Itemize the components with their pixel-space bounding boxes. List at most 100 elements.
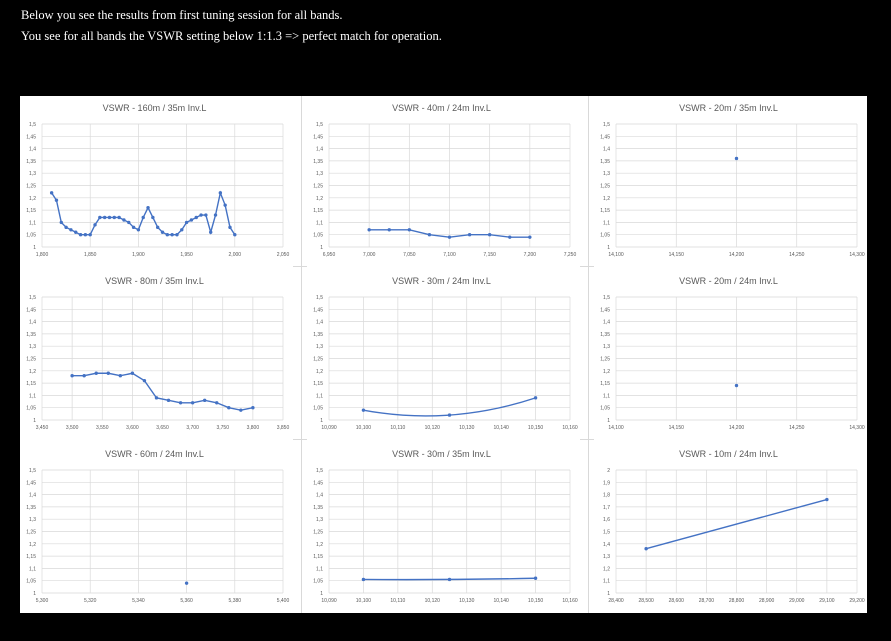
x-tick-label: 1,800	[36, 252, 49, 258]
y-tick-label: 1,15	[26, 208, 36, 214]
x-tick-label: 3,450	[36, 425, 49, 431]
x-tick-label: 7,050	[403, 252, 416, 258]
data-point	[361, 577, 366, 582]
y-tick-label: 1,4	[316, 320, 323, 326]
x-tick-label: 5,300	[36, 598, 49, 604]
x-tick-label: 3,600	[126, 425, 139, 431]
data-point	[165, 233, 170, 237]
y-tick-label: 1,25	[600, 184, 610, 190]
chart-panel: VSWR - 60m / 24m Inv.L 1 1,05 1,1 1,15 1,2 1,2…	[20, 442, 293, 613]
y-tick-label: 1,05	[600, 406, 610, 412]
data-point	[533, 396, 538, 400]
y-tick-label: 1	[320, 245, 323, 251]
x-tick-label: 28,500	[638, 598, 654, 604]
data-point	[251, 406, 255, 410]
x-tick-label: 10,160	[562, 425, 578, 431]
data-point	[98, 215, 102, 220]
chart-svg: VSWR - 80m / 35m Inv.L 1 1,05 1,1 1,15 1,2 1,2…	[26, 276, 289, 431]
chart-title: VSWR - 40m / 24m Inv.L	[392, 103, 491, 113]
y-tick-label: 1,2	[316, 369, 323, 375]
chart-title: VSWR - 80m / 35m Inv.L	[105, 276, 204, 286]
chart-svg: VSWR - 10m / 24m Inv.L 1 1,1 1,2 1,3 1,4 1,5 1,…	[603, 449, 865, 604]
chart-panel: VSWR - 30m / 24m Inv.L 1 1,05 1,1 1,15 1,2 1,2…	[307, 269, 580, 440]
x-tick-label: 14,250	[789, 425, 805, 431]
data-point	[127, 220, 131, 225]
y-tick-label: 1,35	[313, 332, 323, 338]
x-tick-label: 14,150	[669, 425, 685, 431]
x-tick-label: 14,300	[849, 252, 865, 258]
y-tick-label: 1,25	[313, 184, 323, 190]
data-point	[155, 225, 160, 230]
y-tick-label: 1,4	[603, 147, 610, 153]
y-tick-label: 1,2	[29, 542, 36, 548]
y-tick-label: 1,1	[29, 566, 36, 572]
x-tick-label: 6,950	[323, 252, 336, 258]
y-tick-label: 1	[33, 245, 36, 251]
y-tick-label: 1,5	[603, 295, 610, 301]
y-tick-label: 1,15	[313, 381, 323, 387]
chart-svg: VSWR - 20m / 24m Inv.L 1 1,05 1,1 1,15 1,2 1,2…	[600, 276, 865, 431]
chart-svg: VSWR - 30m / 35m Inv.L 1 1,05 1,1 1,15 1,2 1,2…	[313, 449, 578, 604]
y-tick-label: 1,05	[313, 233, 323, 239]
chart-svg: VSWR - 160m / 35m Inv.L 1 1,05 1,1 1,15 1,2 1,…	[26, 103, 289, 258]
x-tick-label: 10,130	[459, 598, 475, 604]
x-tick-label: 5,320	[84, 598, 97, 604]
data-point	[180, 228, 184, 232]
y-tick-label: 1,3	[29, 517, 36, 523]
x-tick-label: 3,500	[66, 425, 79, 431]
data-point	[528, 235, 532, 239]
y-tick-label: 1,15	[26, 554, 36, 560]
data-point	[447, 235, 452, 239]
y-tick-label: 1,45	[600, 134, 610, 140]
x-tick-label: 28,800	[729, 598, 745, 604]
x-tick-label: 29,100	[819, 598, 835, 604]
data-point	[361, 408, 366, 412]
data-point	[136, 228, 141, 232]
y-tick-label: 1,45	[26, 480, 36, 486]
y-tick-label: 1,15	[313, 208, 323, 214]
chart-svg: VSWR - 30m / 24m Inv.L 1 1,05 1,1 1,15 1,2 1,2…	[313, 276, 578, 431]
chart-panel: VSWR - 20m / 35m Inv.L 1 1,05 1,1 1,15 1,2 1,2…	[594, 96, 867, 267]
y-tick-label: 1,2	[603, 566, 610, 572]
data-point	[70, 374, 74, 378]
chart-title: VSWR - 10m / 24m Inv.L	[679, 449, 778, 459]
data-point	[202, 398, 207, 403]
y-tick-label: 1,3	[29, 171, 36, 177]
y-tick-label: 1,1	[316, 393, 323, 399]
data-point	[107, 215, 112, 220]
y-tick-label: 1,1	[603, 220, 610, 226]
x-tick-label: 29,200	[849, 598, 865, 604]
x-tick-label: 10,110	[390, 598, 405, 604]
data-point	[146, 205, 150, 210]
data-point	[189, 218, 194, 222]
charts-grid: VSWR - 160m / 35m Inv.L 1 1,05 1,1 1,15 1,2 1,…	[20, 96, 867, 613]
y-tick-label: 1,35	[26, 332, 36, 338]
data-point	[367, 228, 371, 232]
data-point	[93, 223, 97, 227]
y-tick-label: 1,35	[600, 332, 610, 338]
y-tick-label: 1,45	[313, 134, 323, 140]
y-tick-label: 1,5	[29, 468, 36, 474]
y-tick-label: 1,35	[600, 159, 610, 165]
x-tick-label: 10,120	[425, 425, 441, 431]
x-tick-label: 28,900	[759, 598, 775, 604]
data-point	[194, 215, 198, 220]
y-tick-label: 1	[607, 245, 610, 251]
x-tick-label: 3,800	[247, 425, 260, 431]
chart-panel: VSWR - 80m / 35m Inv.L 1 1,05 1,1 1,15 1,2 1,2…	[20, 269, 293, 440]
y-tick-label: 1,1	[29, 393, 36, 399]
data-point	[122, 218, 126, 222]
y-tick-label: 1,1	[316, 220, 323, 226]
chart-svg: VSWR - 40m / 24m Inv.L 1 1,05 1,1 1,15 1,2 1,2…	[313, 103, 576, 258]
y-tick-label: 1,3	[603, 171, 610, 177]
x-tick-label: 5,380	[229, 598, 242, 604]
y-tick-label: 1,6	[603, 517, 610, 523]
data-point	[209, 230, 213, 234]
y-tick-label: 1	[607, 591, 610, 597]
x-tick-label: 10,090	[321, 425, 337, 431]
data-point	[112, 215, 117, 220]
data-point	[141, 215, 145, 220]
x-tick-label: 14,100	[608, 425, 624, 431]
y-tick-label: 1,05	[26, 406, 36, 412]
intro-line-2: You see for all bands the VSWR setting b…	[21, 29, 442, 43]
